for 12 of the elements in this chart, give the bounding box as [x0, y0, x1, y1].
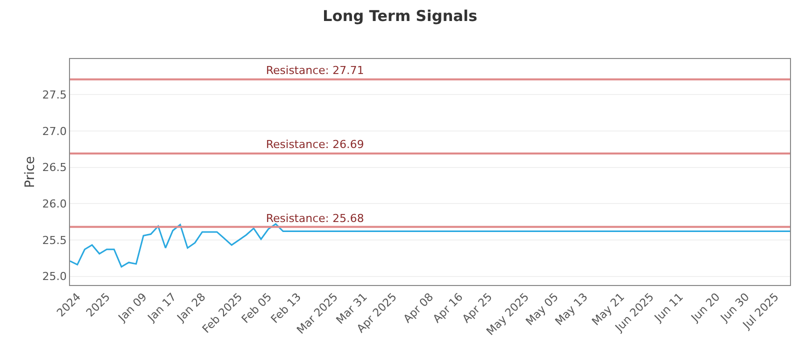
- y-tick-label: 27.5: [42, 88, 67, 102]
- y-tick-label: 25.0: [42, 270, 67, 284]
- ref-line-label: Resistance: 27.71: [266, 64, 364, 77]
- line-series: [70, 223, 790, 268]
- y-tick-label: 26.5: [42, 161, 67, 174]
- y-tick-label: 25.5: [42, 234, 67, 247]
- y-axis-title: Price: [23, 156, 38, 188]
- ref-line-label: Resistance: 25.68: [266, 212, 364, 225]
- y-tick-label: 26.0: [42, 197, 67, 210]
- y-tick-label: 27.0: [42, 124, 67, 138]
- ref-line-label: Resistance: 26.69: [266, 138, 364, 151]
- chart-title: Long Term Signals: [322, 7, 478, 25]
